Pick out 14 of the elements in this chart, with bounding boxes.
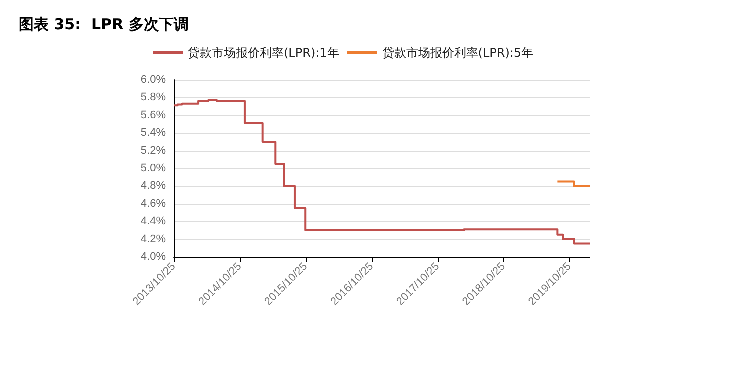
- y-tick-label: 4.4%: [140, 216, 166, 228]
- legend-label: 贷款市场报价利率(LPR):1年: [188, 46, 340, 60]
- y-tick-label: 4.2%: [140, 233, 166, 246]
- y-tick-label: 4.8%: [140, 180, 166, 192]
- y-tick-label: 6.0%: [140, 74, 166, 86]
- y-tick-label: 5.2%: [140, 144, 166, 157]
- legend-label: 贷款市场报价利率(LPR):5年: [382, 46, 534, 60]
- y-tick-label: 5.4%: [140, 127, 166, 140]
- y-tick-label: 5.0%: [140, 162, 166, 174]
- y-tick-label: 4.0%: [140, 251, 166, 263]
- chart-title: 图表 35: LPR 多次下调: [19, 16, 189, 34]
- y-tick-label: 5.8%: [140, 92, 166, 104]
- y-tick-label: 4.6%: [140, 198, 166, 210]
- y-tick-label: 5.6%: [140, 109, 166, 122]
